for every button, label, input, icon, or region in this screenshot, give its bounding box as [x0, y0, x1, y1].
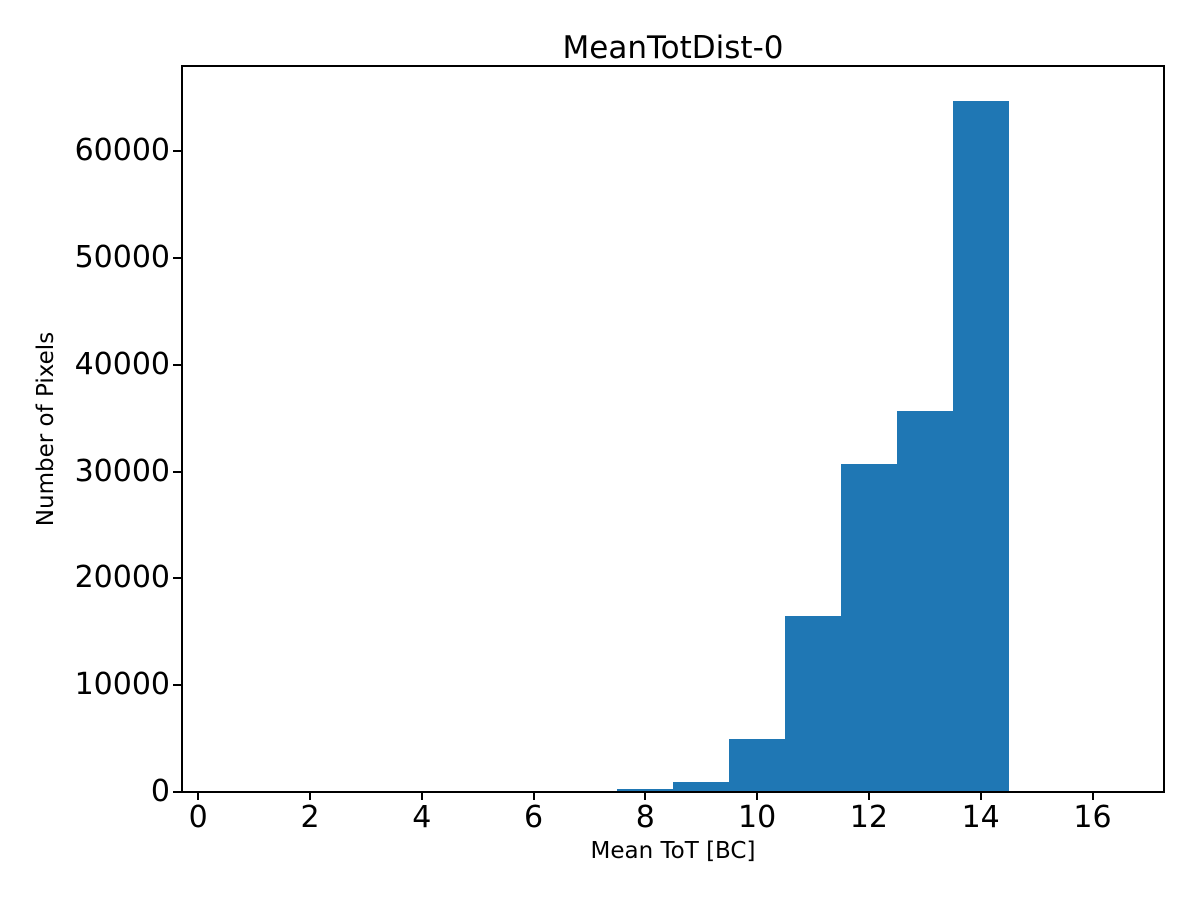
y-tick-mark [173, 684, 181, 687]
y-tick-mark [173, 577, 181, 580]
x-tick-mark [420, 792, 423, 800]
y-tick-label: 60000 [74, 132, 170, 168]
x-tick-mark [867, 792, 870, 800]
y-tick-mark [173, 149, 181, 152]
x-axis-label: Mean ToT [BC] [590, 838, 756, 864]
x-tick-label: 8 [635, 800, 655, 835]
chart-title: MeanTotDist-0 [562, 30, 784, 66]
x-tick-mark [756, 792, 759, 800]
y-tick-mark [173, 791, 181, 793]
x-tick-label: 14 [961, 800, 1000, 835]
x-tick-mark [532, 792, 535, 800]
histogram-bar [673, 782, 730, 792]
x-tick-mark [309, 792, 311, 800]
y-tick-mark [173, 470, 181, 473]
x-tick-label: 12 [849, 800, 888, 835]
x-tick-label: 10 [738, 800, 777, 835]
y-tick-label: 20000 [74, 560, 170, 596]
x-tick-mark [197, 792, 200, 800]
x-tick-label: 16 [1073, 800, 1112, 835]
x-tick-mark [644, 792, 647, 800]
y-tick-label: 40000 [74, 346, 170, 382]
histogram-bar [617, 789, 674, 792]
histogram-bar [729, 739, 786, 792]
x-tick-label: 6 [524, 800, 544, 835]
x-tick-mark [979, 792, 982, 800]
histogram-bar [896, 410, 953, 792]
histogram-bar [841, 464, 897, 792]
y-tick-label: 10000 [74, 667, 170, 703]
x-tick-mark [1091, 792, 1094, 800]
x-tick-label: 2 [300, 800, 320, 835]
y-tick-mark [173, 256, 181, 259]
y-tick-mark [173, 363, 181, 366]
x-tick-label: 4 [412, 800, 432, 835]
histogram-bar [952, 100, 1009, 792]
y-tick-label: 50000 [74, 239, 170, 275]
histogram-bar [785, 615, 841, 792]
y-tick-label: 30000 [74, 453, 170, 489]
y-tick-label: 0 [150, 774, 170, 809]
x-tick-label: 0 [188, 800, 208, 835]
plot-border [181, 65, 1165, 793]
